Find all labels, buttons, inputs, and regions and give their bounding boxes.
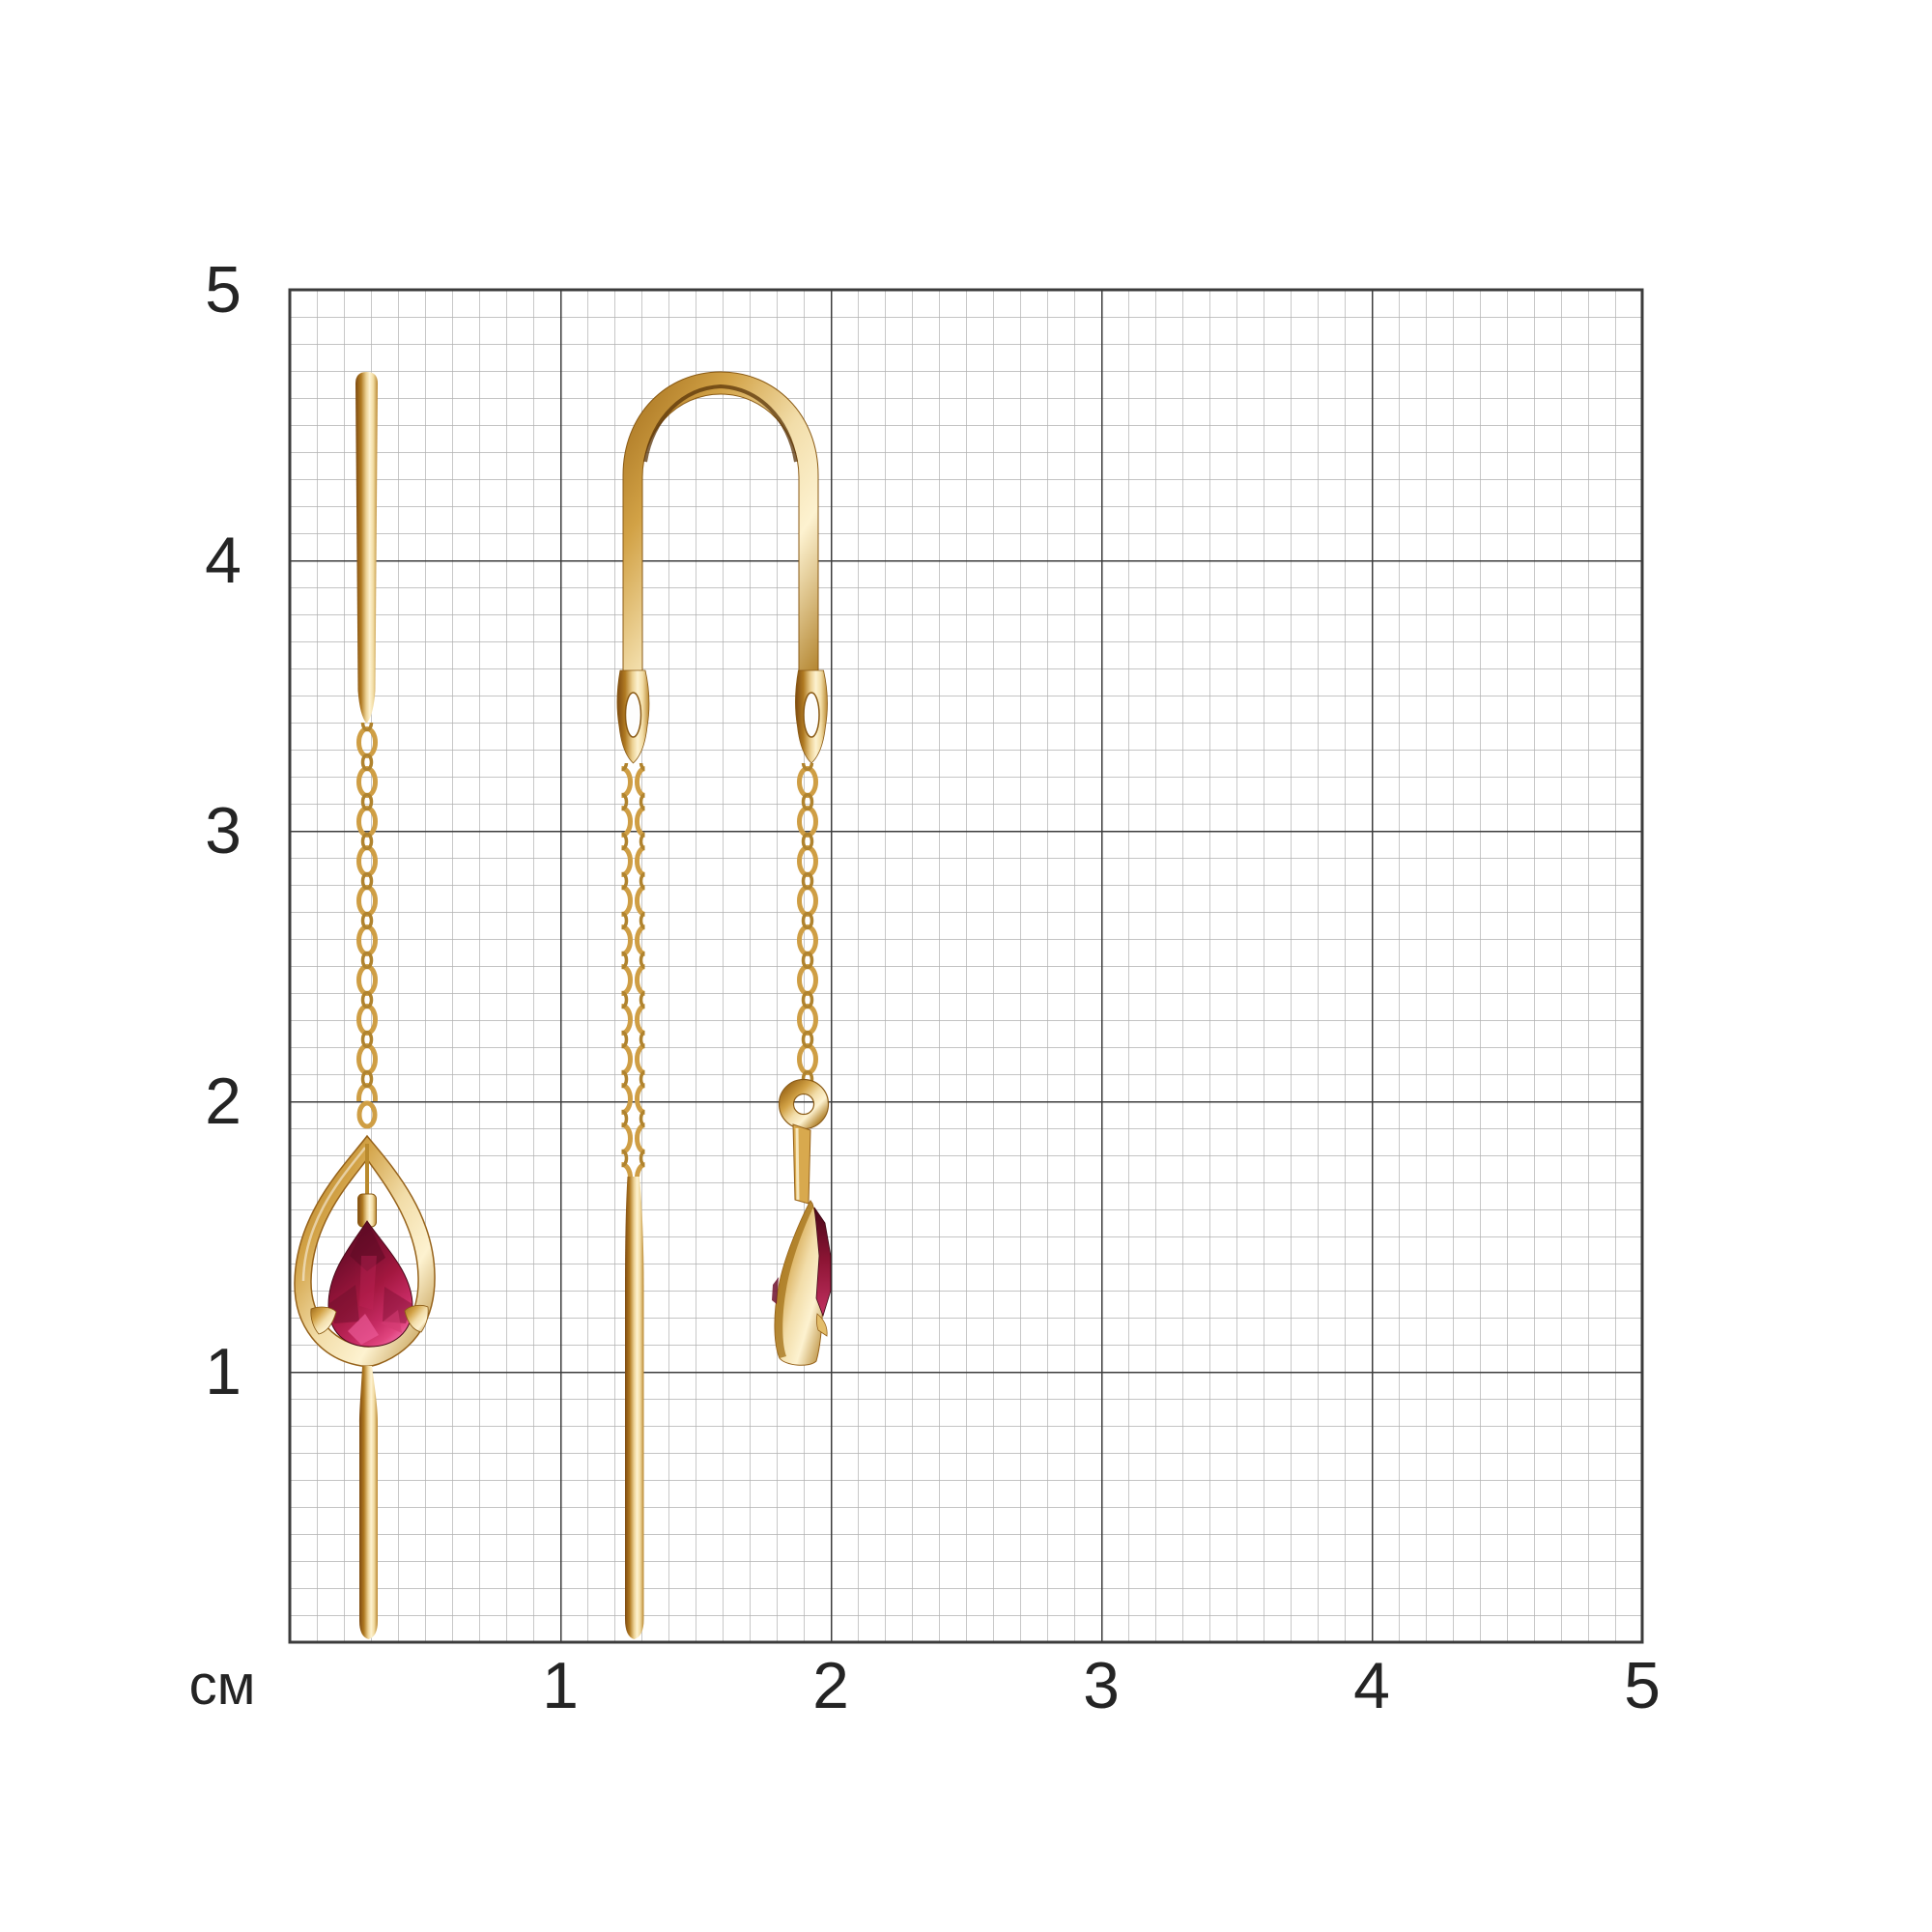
grid-major-lines: [290, 290, 1642, 1642]
threader-bar-top: [355, 372, 378, 724]
y-axis-label-4: 4: [205, 524, 242, 597]
x-axis-label-4: 4: [1353, 1649, 1390, 1722]
y-axis-label-2: 2: [205, 1065, 242, 1138]
earring-front-view: [294, 372, 436, 1639]
pendant-side-shadow-edge: [775, 1201, 813, 1358]
chain-front: [355, 723, 379, 1101]
chain-side-right: [796, 763, 819, 1082]
threader-pin-side: [625, 1177, 644, 1639]
stone-side-sliver: [813, 1207, 832, 1318]
hook-inner-shadow-arc: [643, 384, 798, 463]
prong-right: [404, 1304, 429, 1333]
x-axis-label-1: 1: [542, 1649, 579, 1722]
jump-ring: [780, 1080, 828, 1128]
y-axis-label-5: 5: [205, 253, 242, 327]
measurement-grid: [288, 288, 1644, 1644]
chain-side-left: [621, 763, 645, 1177]
connector-link: [356, 1100, 378, 1129]
stone-side-sliver-small: [772, 1277, 779, 1304]
eyelet-left: [624, 692, 642, 738]
x-axis-label-5: 5: [1624, 1649, 1661, 1722]
y-axis-label-3: 3: [205, 794, 242, 867]
unit-label-cm: см: [188, 1654, 256, 1717]
prong-side: [815, 1313, 828, 1337]
x-axis-label-2: 2: [812, 1649, 849, 1722]
stone-facets: [328, 1221, 412, 1345]
x-axis-label-3: 3: [1083, 1649, 1120, 1722]
threader-bar-bottom: [359, 1366, 378, 1639]
prong-left: [310, 1306, 337, 1335]
pendant-bail-highlight: [795, 1127, 800, 1201]
pendant-frame-inner-gloss: [301, 1147, 366, 1282]
earring-side-view: [616, 371, 832, 1639]
eyelet-right: [803, 692, 820, 738]
jump-ring-hole-edge: [792, 1093, 815, 1116]
grid-border: [288, 288, 1644, 1644]
y-axis-label-1: 1: [205, 1335, 242, 1408]
